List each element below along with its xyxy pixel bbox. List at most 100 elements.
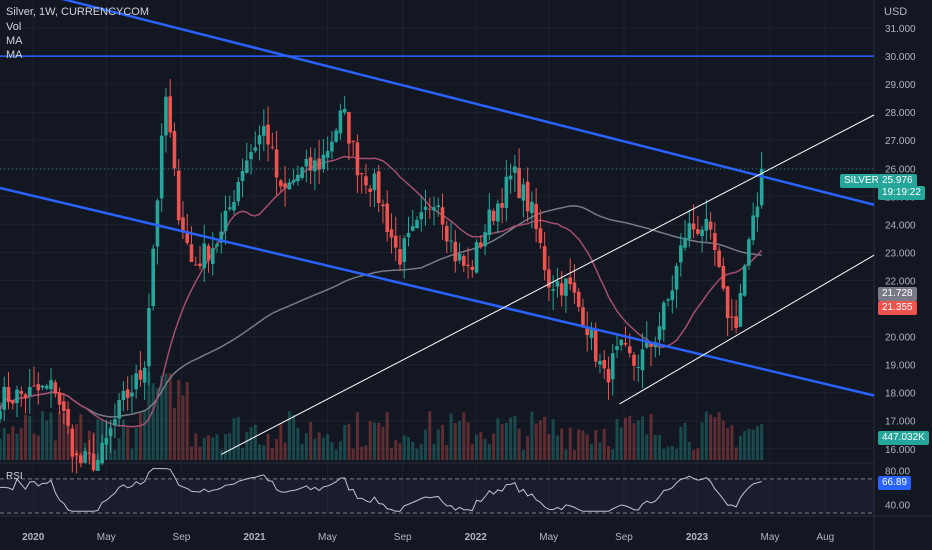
price-tick-label: 26.000: [885, 164, 916, 175]
volume-bar: [143, 409, 147, 460]
ma-fast-line: [0, 155, 763, 428]
candle-body: [347, 111, 351, 144]
candle-body: [351, 140, 355, 142]
volume-bar: [53, 440, 57, 460]
volume-bar: [79, 414, 83, 460]
volume-bar: [283, 442, 287, 460]
ma-slow-tag: 21.728: [878, 287, 917, 301]
channel-line: [221, 114, 875, 455]
volume-bar: [692, 449, 696, 460]
symbol-title[interactable]: Silver, 1W, CURRENCYCOM: [6, 6, 150, 18]
rsi-value-tag: 66.89: [878, 476, 912, 490]
volume-bar: [602, 428, 606, 460]
candle-body: [687, 223, 692, 239]
volume-bar: [45, 420, 49, 460]
volume-bar: [709, 414, 713, 460]
volume-bar: [598, 442, 602, 460]
candle-body: [96, 459, 100, 471]
channel-line: [619, 254, 875, 405]
candle-body: [568, 277, 572, 285]
volume-bar: [530, 411, 534, 460]
candle-body: [274, 149, 279, 178]
rsi-tick-label: 40.00: [885, 500, 910, 511]
candle-body: [555, 281, 560, 287]
candle-body: [398, 249, 402, 265]
trendline-line: [0, 186, 875, 397]
volume-bar: [351, 448, 355, 460]
candle-body: [181, 217, 185, 233]
price-tick-label: 23.000: [885, 248, 916, 259]
candle-body: [240, 170, 245, 182]
candle-body: [210, 248, 215, 264]
candle-body: [610, 353, 615, 380]
volume-bar: [641, 416, 645, 460]
volume-bar: [309, 421, 313, 460]
volume-bar: [147, 371, 151, 460]
candle-body: [734, 316, 738, 329]
price-tick-label: 28.000: [885, 108, 916, 119]
candle-body: [530, 201, 534, 214]
volume-bar: [181, 395, 185, 460]
volume-bar: [155, 388, 159, 460]
volume-bar: [334, 449, 338, 460]
candle-body: [708, 221, 713, 230]
volume-bar: [207, 435, 211, 460]
volume-bar: [292, 414, 296, 460]
candle-body: [189, 244, 194, 262]
volume-bar: [270, 448, 274, 460]
candle-body: [657, 326, 662, 340]
candle-body: [640, 349, 645, 371]
candle-body: [606, 368, 611, 383]
rsi-line: [0, 468, 762, 512]
rsi-label[interactable]: RSI: [6, 471, 23, 482]
volume-bar: [262, 445, 266, 460]
candle-body: [325, 150, 330, 158]
price-tick-label: 24.000: [885, 220, 916, 231]
volume-bar: [232, 417, 236, 460]
candle-body: [406, 232, 411, 238]
volume-bar: [428, 411, 432, 460]
candle-body: [83, 451, 87, 463]
candle-body: [700, 229, 704, 237]
volume-bar: [730, 425, 734, 460]
candle-body: [10, 400, 15, 404]
time-tick-label: May: [97, 532, 116, 543]
volume-bar: [645, 434, 649, 460]
volume-bar: [236, 417, 240, 460]
volume-bar: [747, 428, 751, 460]
volume-bar: [66, 421, 70, 460]
candle-body: [338, 110, 343, 134]
price-tick-label: 22.000: [885, 276, 916, 287]
volume-bar: [751, 429, 755, 460]
candle-body: [691, 223, 696, 230]
volume-bar: [504, 422, 508, 460]
candle-body: [513, 166, 517, 173]
indicator-vol-label[interactable]: Vol: [6, 21, 22, 33]
candle-body: [525, 181, 530, 212]
candle-body: [117, 399, 121, 419]
candle-body: [581, 307, 585, 328]
volume-bar: [19, 427, 23, 460]
candle-body: [423, 206, 428, 210]
candle-body: [155, 200, 160, 247]
indicator-ma1-label[interactable]: MA: [6, 35, 23, 47]
indicator-ma2-label[interactable]: MA: [6, 49, 23, 61]
volume-bar: [381, 426, 385, 460]
volume-bar: [564, 449, 568, 460]
candle-body: [227, 207, 232, 210]
volume-bar: [177, 379, 181, 460]
symbol-tag: SILVER: [840, 174, 883, 188]
volume-bar: [738, 435, 742, 460]
candle-body: [521, 184, 526, 201]
candle-body: [168, 96, 173, 133]
candle-body: [223, 210, 228, 231]
volume-bar: [424, 429, 428, 460]
time-tick-label: 2020: [22, 532, 45, 543]
volume-bar: [726, 427, 730, 460]
volume-bar: [36, 435, 40, 460]
candle-body: [376, 171, 381, 204]
candle-body: [385, 203, 390, 232]
volume-bar: [470, 444, 474, 460]
